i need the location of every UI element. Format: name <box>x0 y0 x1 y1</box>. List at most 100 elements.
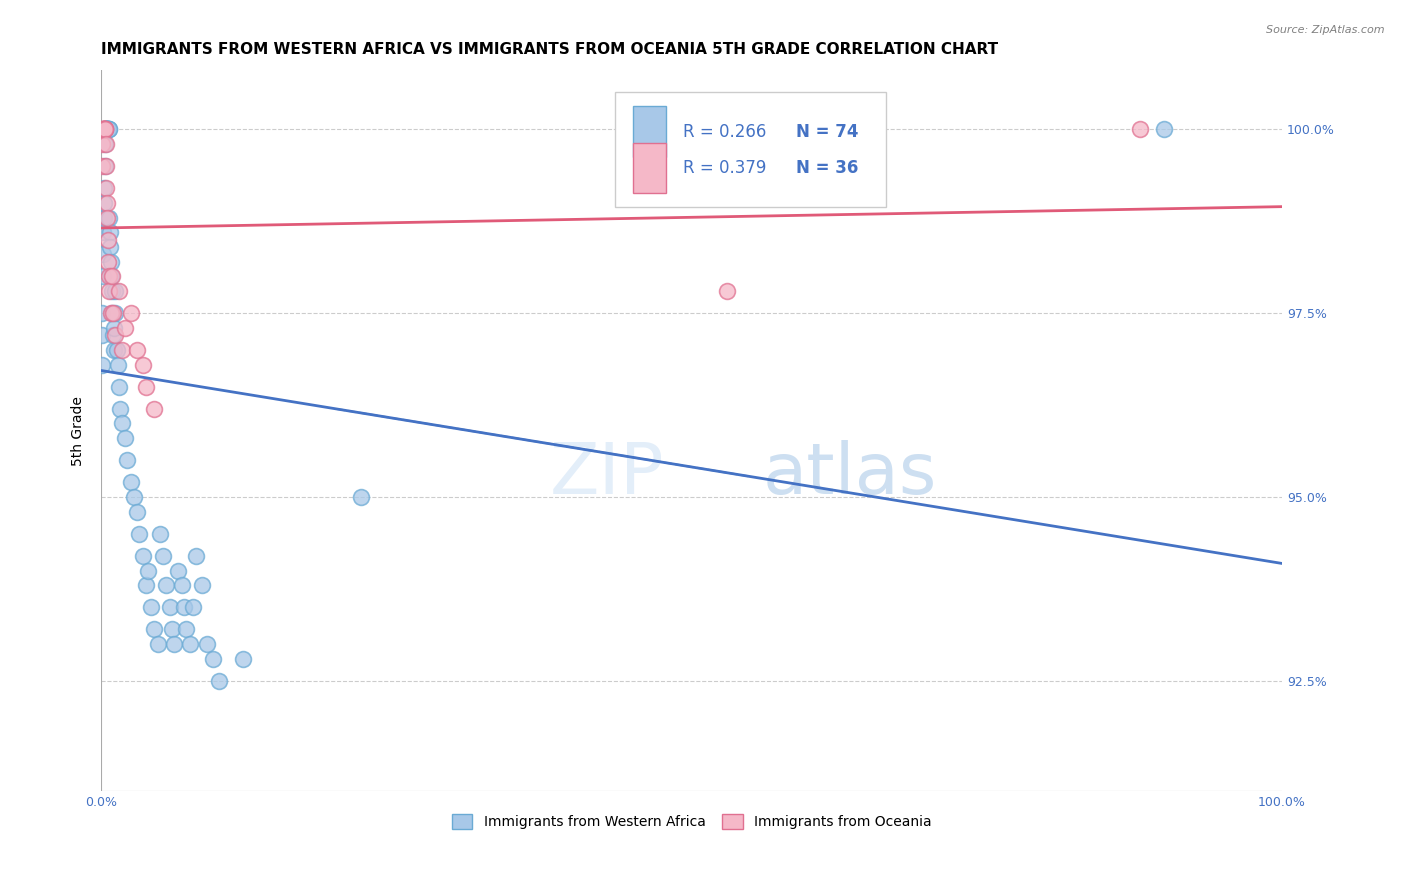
Point <box>105 343 128 357</box>
Point <box>104 306 127 320</box>
Legend: Immigrants from Western Africa, Immigrants from Oceania: Immigrants from Western Africa, Immigran… <box>446 809 938 835</box>
Bar <box>614 92 886 207</box>
Point <box>90 358 112 372</box>
Point <box>124 490 146 504</box>
Point <box>149 526 172 541</box>
Point <box>104 284 127 298</box>
Point <box>103 321 125 335</box>
Point <box>159 600 181 615</box>
Point <box>97 122 120 136</box>
Point <box>202 652 225 666</box>
Point <box>107 358 129 372</box>
Point <box>173 600 195 615</box>
Point <box>93 211 115 225</box>
Point <box>135 578 157 592</box>
Point <box>101 306 124 320</box>
Point <box>114 431 136 445</box>
Text: ZIP: ZIP <box>550 440 665 508</box>
Point <box>94 159 117 173</box>
Point <box>139 600 162 615</box>
Point <box>111 343 134 357</box>
Point <box>94 122 117 136</box>
Point <box>97 233 120 247</box>
Point <box>91 306 114 320</box>
Point <box>97 122 120 136</box>
Point <box>93 122 115 136</box>
Point <box>91 247 114 261</box>
Point <box>143 401 166 416</box>
Point <box>94 122 117 136</box>
Point <box>94 136 117 151</box>
Point <box>93 181 115 195</box>
Point <box>96 122 118 136</box>
Point <box>91 136 114 151</box>
Point <box>128 526 150 541</box>
Point <box>98 211 121 225</box>
Point <box>97 269 120 284</box>
Point <box>350 490 373 504</box>
Point <box>91 328 114 343</box>
Point <box>93 122 115 136</box>
Point <box>101 306 124 320</box>
Point <box>143 623 166 637</box>
Point <box>716 284 738 298</box>
Text: Source: ZipAtlas.com: Source: ZipAtlas.com <box>1267 25 1385 35</box>
Point <box>96 181 118 195</box>
Point <box>131 549 153 563</box>
Point <box>93 159 115 173</box>
Point <box>96 122 118 136</box>
Bar <box>633 106 665 157</box>
Point <box>108 284 131 298</box>
Point <box>170 578 193 592</box>
Point <box>146 637 169 651</box>
Point <box>135 380 157 394</box>
Point <box>115 453 138 467</box>
Point <box>152 549 174 563</box>
Point <box>125 343 148 357</box>
Point <box>125 505 148 519</box>
Point <box>120 306 142 320</box>
Bar <box>633 143 665 193</box>
Point <box>97 122 120 136</box>
Text: R = 0.266: R = 0.266 <box>683 123 766 141</box>
Point <box>97 254 120 268</box>
Point <box>181 600 204 615</box>
Point <box>114 321 136 335</box>
Point <box>120 475 142 490</box>
Point <box>93 122 115 136</box>
Point <box>91 122 114 136</box>
Point <box>98 284 121 298</box>
Point <box>96 122 118 136</box>
Point <box>96 122 118 136</box>
Point <box>179 637 201 651</box>
Point <box>108 380 131 394</box>
Point <box>91 122 114 136</box>
Point <box>100 269 122 284</box>
Text: N = 74: N = 74 <box>796 123 858 141</box>
Point <box>91 122 114 136</box>
Point <box>163 637 186 651</box>
Point <box>94 122 117 136</box>
Point <box>131 358 153 372</box>
Text: atlas: atlas <box>762 440 936 508</box>
Point <box>1153 122 1175 136</box>
Point <box>160 623 183 637</box>
Point <box>96 195 118 210</box>
Point <box>101 269 124 284</box>
Point <box>94 122 117 136</box>
Point <box>97 122 120 136</box>
Point <box>108 401 131 416</box>
Point <box>101 328 124 343</box>
Point <box>96 122 118 136</box>
Point <box>232 652 254 666</box>
Point <box>97 122 120 136</box>
Point <box>94 136 117 151</box>
Point <box>90 159 112 173</box>
Point <box>93 195 115 210</box>
Point <box>104 328 127 343</box>
Point <box>167 564 190 578</box>
Point <box>190 578 212 592</box>
Point <box>197 637 219 651</box>
Point <box>94 122 117 136</box>
Point <box>155 578 177 592</box>
